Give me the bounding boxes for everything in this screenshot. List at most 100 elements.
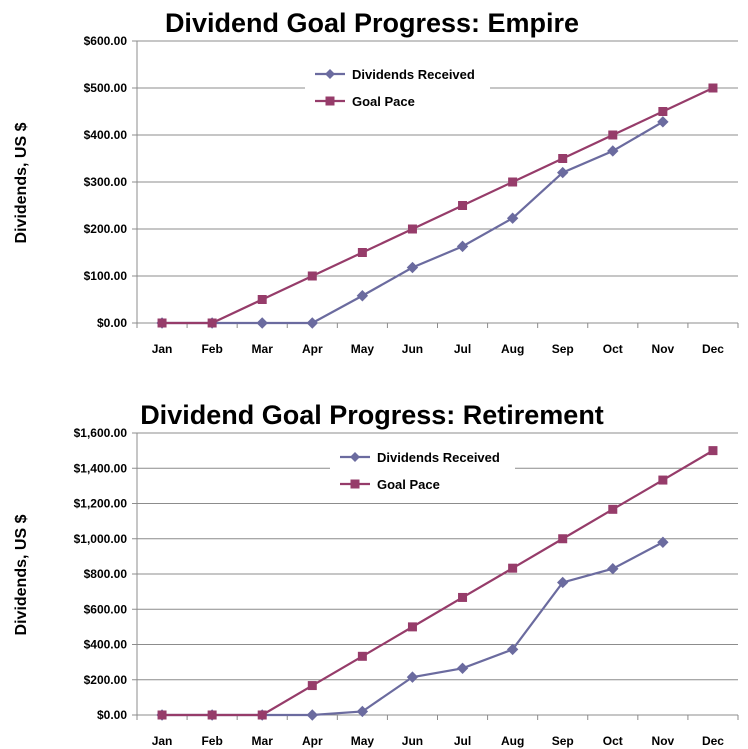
x-tick-label: Apr bbox=[302, 734, 323, 748]
series-line-goal-pace bbox=[162, 87, 714, 325]
y-tick-label: $1,000.00 bbox=[74, 532, 128, 546]
chart-retirement: Dividend Goal Progress: Retirement Divide… bbox=[0, 392, 748, 749]
chart-title: Dividend Goal Progress: Empire bbox=[165, 8, 579, 38]
point-dividends-received bbox=[356, 290, 369, 302]
x-tick-label: Mar bbox=[252, 342, 274, 356]
legend: Dividends Received Goal Pace bbox=[330, 444, 515, 496]
point-goal-pace bbox=[608, 130, 618, 140]
x-tick-label: Dec bbox=[702, 342, 724, 356]
point-dividends-received bbox=[356, 705, 369, 718]
y-tick-label: $600.00 bbox=[84, 34, 128, 48]
point-dividends-received bbox=[657, 116, 669, 128]
x-tick-label: Aug bbox=[501, 342, 524, 356]
chart-title: Dividend Goal Progress: Retirement bbox=[140, 400, 604, 430]
x-tick-label: May bbox=[351, 734, 375, 748]
point-goal-pace bbox=[558, 534, 568, 544]
point-dividends-received bbox=[657, 536, 669, 548]
legend-label: Dividends Received bbox=[377, 450, 500, 465]
chart-empire: Dividend Goal Progress: Empire Dividends,… bbox=[0, 0, 748, 370]
x-tick-label: Oct bbox=[603, 342, 623, 356]
point-goal-pace bbox=[357, 248, 367, 257]
y-tick-label: $1,200.00 bbox=[74, 497, 128, 511]
y-tick-label: $800.00 bbox=[84, 567, 128, 581]
y-tick-label: $300.00 bbox=[84, 175, 128, 189]
point-goal-pace bbox=[708, 83, 718, 93]
x-tick-label: Nov bbox=[652, 342, 675, 356]
point-goal-pace bbox=[357, 651, 367, 661]
point-goal-pace bbox=[257, 295, 267, 304]
point-goal-pace bbox=[458, 201, 468, 210]
chart-retirement-svg: Dividend Goal Progress: Retirement Divide… bbox=[13, 400, 739, 748]
point-dividends-received bbox=[256, 317, 268, 329]
legend-label: Goal Pace bbox=[377, 477, 440, 492]
point-dividends-received bbox=[306, 317, 318, 329]
point-dividends-received bbox=[607, 563, 619, 575]
point-dividends-received bbox=[506, 212, 519, 224]
x-tick-label: Oct bbox=[603, 734, 623, 748]
x-tick-label: Sep bbox=[552, 342, 574, 356]
point-goal-pace bbox=[307, 271, 317, 281]
y-tick-label: $400.00 bbox=[84, 638, 128, 652]
x-tick-label: Jul bbox=[454, 342, 471, 356]
x-tick-label: Feb bbox=[201, 734, 222, 748]
y-tick-label: $200.00 bbox=[84, 673, 128, 687]
point-dividends-received bbox=[607, 145, 619, 157]
x-tick-label: Dec bbox=[702, 734, 724, 748]
point-goal-pace bbox=[508, 563, 518, 573]
x-tick-label: Jan bbox=[152, 734, 173, 748]
point-goal-pace bbox=[558, 154, 568, 163]
legend-box bbox=[330, 444, 515, 496]
point-goal-pace bbox=[257, 710, 267, 720]
legend-marker-diamond bbox=[325, 69, 335, 79]
point-goal-pace bbox=[157, 318, 167, 328]
x-tick-label: Feb bbox=[201, 342, 222, 356]
x-tick-label: Jun bbox=[402, 342, 423, 356]
series-line-dividends-received bbox=[162, 120, 664, 325]
point-goal-pace bbox=[307, 681, 317, 691]
x-tick-label: Jul bbox=[454, 734, 471, 748]
legend-box bbox=[305, 61, 490, 113]
point-dividends-received bbox=[506, 643, 519, 656]
point-goal-pace bbox=[157, 710, 167, 720]
x-tick-label: Sep bbox=[552, 734, 574, 748]
point-dividends-received bbox=[406, 671, 419, 683]
point-goal-pace bbox=[207, 710, 217, 720]
x-tick-label: Jan bbox=[152, 342, 173, 356]
point-dividends-received bbox=[557, 166, 569, 179]
y-axis-label: Dividends, US $ bbox=[13, 122, 30, 243]
x-tick-label: Apr bbox=[302, 342, 323, 356]
x-tick-label: Nov bbox=[652, 734, 675, 748]
point-dividends-received bbox=[456, 240, 469, 253]
point-goal-pace bbox=[608, 504, 618, 514]
series-line-goal-pace bbox=[162, 449, 714, 717]
point-goal-pace bbox=[458, 592, 468, 602]
point-dividends-received bbox=[306, 709, 318, 721]
point-goal-pace bbox=[658, 107, 668, 116]
point-dividends-received bbox=[456, 662, 469, 675]
legend-label: Dividends Received bbox=[352, 67, 475, 82]
x-tick-label: Aug bbox=[501, 734, 524, 748]
chart-empire-svg: Dividend Goal Progress: Empire Dividends,… bbox=[13, 8, 739, 356]
point-goal-pace bbox=[207, 318, 217, 328]
point-goal-pace bbox=[708, 446, 718, 456]
legend: Dividends Received Goal Pace bbox=[305, 61, 490, 113]
x-tick-label: Jun bbox=[402, 734, 423, 748]
x-tick-label: May bbox=[351, 342, 375, 356]
legend-marker-diamond bbox=[350, 452, 360, 462]
y-tick-label: $600.00 bbox=[84, 602, 128, 616]
y-tick-label: $200.00 bbox=[84, 222, 128, 236]
legend-marker-square bbox=[350, 479, 360, 489]
y-tick-label: $1,600.00 bbox=[74, 426, 128, 440]
point-goal-pace bbox=[508, 177, 518, 187]
y-axis-label: Dividends, US $ bbox=[13, 514, 30, 635]
y-tick-label: $0.00 bbox=[97, 316, 127, 330]
point-goal-pace bbox=[407, 622, 417, 632]
point-goal-pace bbox=[658, 475, 668, 485]
y-tick-label: $1,400.00 bbox=[74, 461, 128, 475]
y-tick-label: $500.00 bbox=[84, 81, 128, 95]
point-dividends-received bbox=[557, 576, 569, 589]
legend-label: Goal Pace bbox=[352, 94, 415, 109]
x-tick-label: Mar bbox=[252, 734, 274, 748]
y-tick-label: $100.00 bbox=[84, 269, 128, 283]
y-tick-label: $400.00 bbox=[84, 128, 128, 142]
